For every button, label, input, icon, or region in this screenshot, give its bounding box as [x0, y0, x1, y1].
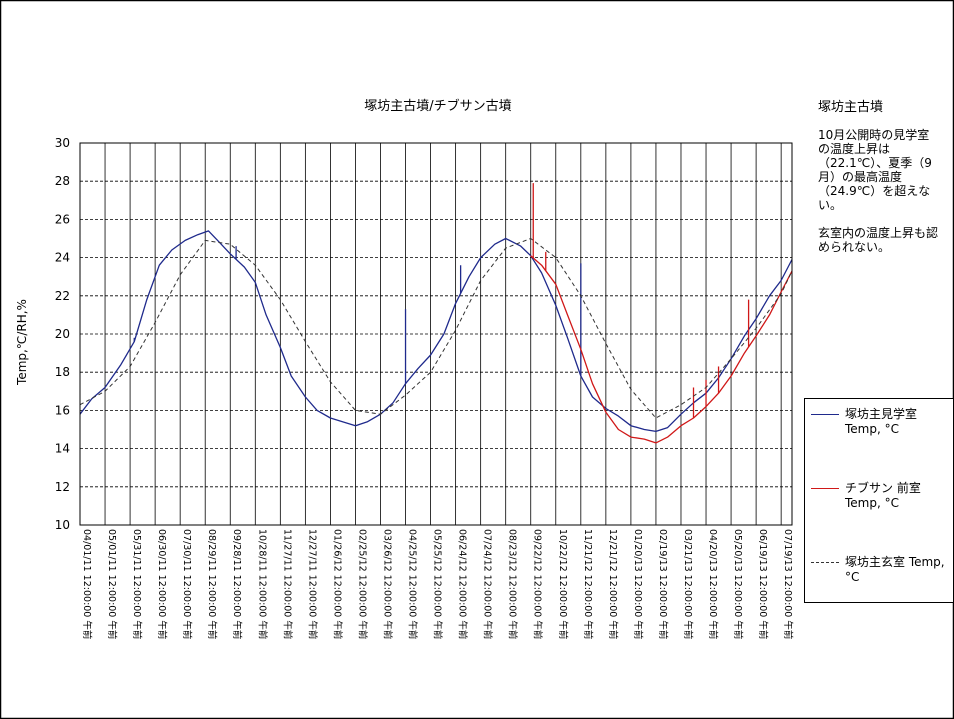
x-tick-label: 10/22/12 12:00:00 午前 [557, 529, 569, 639]
series-line-2 [79, 238, 793, 419]
series-line-0 [79, 230, 793, 433]
x-tick-label: 12/27/11 12:00:00 午前 [306, 529, 318, 639]
x-tick-label: 07/24/12 12:00:00 午前 [482, 529, 494, 639]
legend-swatch-red [811, 488, 839, 489]
x-tick-label: 07/30/11 12:00:00 午前 [181, 529, 193, 639]
y-tick-label: 26 [55, 212, 70, 226]
x-tick-label: 07/19/13 12:00:00 午前 [782, 529, 794, 639]
series-line-1 [530, 255, 793, 444]
legend-label-blue: 塚坊主見学室 Temp, °C [845, 407, 918, 436]
y-tick-label: 22 [55, 289, 70, 303]
x-tick-label: 09/28/11 12:00:00 午前 [231, 529, 243, 639]
x-tick-label: 02/19/13 12:00:00 午前 [657, 529, 669, 639]
x-ticks: 04/01/11 12:00:00 午前 05/01/11 12:00:00 午前… [81, 529, 794, 639]
y-tick-label: 20 [55, 327, 70, 341]
x-tick-label: 04/20/13 12:00:00 午前 [707, 529, 719, 639]
x-tick-label: 09/22/12 12:00:00 午前 [532, 529, 544, 639]
x-tick-label: 03/21/13 12:00:00 午前 [682, 529, 694, 639]
x-tick-label: 12/21/12 12:00:00 午前 [607, 529, 619, 639]
y-tick-label: 10 [55, 518, 70, 532]
x-tick-label: 06/24/12 12:00:00 午前 [457, 529, 469, 639]
x-tick-label: 08/29/11 12:00:00 午前 [206, 529, 218, 639]
y-ticks: 10 12 14 16 18 20 22 24 26 28 30 [55, 136, 70, 532]
chart-title: 塚坊主古墳/チブサン古墳 [364, 98, 511, 114]
side-panel-note: 10月公開時の見学室の温度上昇は（22.1℃）、夏季（9月）の最高温度（24.9… [818, 128, 939, 254]
x-tick-label: 11/21/12 12:00:00 午前 [582, 529, 594, 639]
x-tick-label: 06/19/13 12:00:00 午前 [757, 529, 769, 639]
x-tick-label: 03/26/12 12:00:00 午前 [381, 529, 393, 639]
series [79, 183, 793, 444]
x-tick-label: 05/01/11 12:00:00 午前 [106, 529, 118, 639]
y-tick-label: 16 [55, 403, 70, 417]
x-tick-label: 08/23/12 12:00:00 午前 [507, 529, 519, 639]
y-tick-label: 24 [55, 251, 70, 265]
x-tick-label: 05/20/13 12:00:00 午前 [732, 529, 744, 639]
y-tick-label: 28 [55, 174, 70, 188]
x-tick-label: 04/01/11 12:00:00 午前 [81, 529, 93, 639]
x-tick-label: 05/31/11 12:00:00 午前 [131, 529, 143, 639]
x-tick-label: 01/26/12 12:00:00 午前 [331, 529, 343, 639]
x-tick-label: 10/28/11 12:00:00 午前 [256, 529, 268, 639]
y-axis-label: Temp,℃/RH,% [15, 299, 29, 386]
x-tick-label: 04/25/12 12:00:00 午前 [407, 529, 419, 639]
x-tick-label: 02/25/12 12:00:00 午前 [356, 529, 368, 639]
legend-label-dashed: 塚坊主玄室 Temp, °C [845, 555, 945, 584]
x-tick-label: 05/25/12 12:00:00 午前 [432, 529, 444, 639]
legend-swatch-dashed [811, 562, 839, 563]
y-tick-label: 18 [55, 365, 70, 379]
x-tick-label: 01/20/13 12:00:00 午前 [632, 529, 644, 639]
side-panel-title: 塚坊主古墳 [818, 100, 884, 115]
legend: 塚坊主見学室 Temp, °C チブサン 前室 Temp, °C 塚坊主玄室 T… [804, 398, 954, 603]
x-tick-label: 06/30/11 12:00:00 午前 [156, 529, 168, 639]
legend-swatch-blue [811, 414, 839, 415]
y-tick-label: 14 [55, 442, 70, 456]
plot-area [79, 142, 793, 526]
y-tick-label: 12 [55, 480, 70, 494]
y-tick-label: 30 [55, 136, 70, 150]
legend-label-red: チブサン 前室 Temp, °C [845, 481, 921, 510]
x-tick-label: 11/27/11 12:00:00 午前 [281, 529, 293, 639]
